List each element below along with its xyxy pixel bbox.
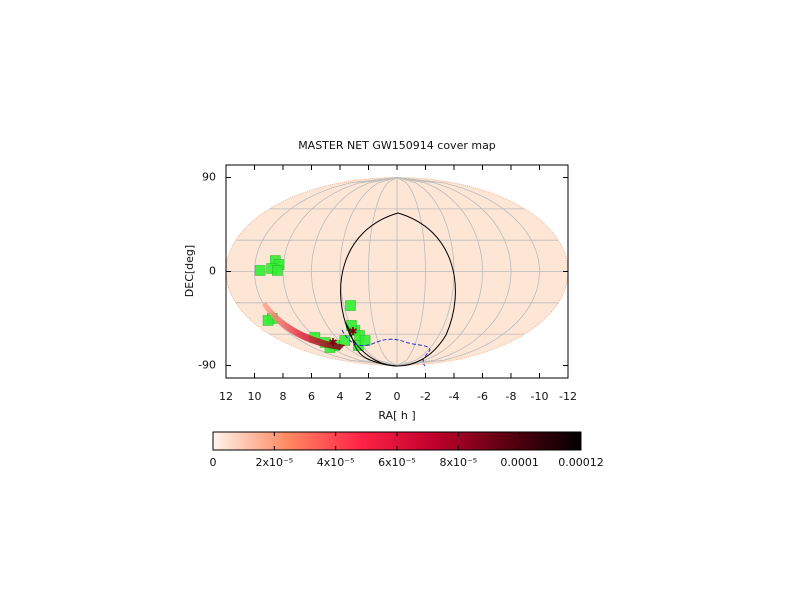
colorbar-tick-label: 0: [210, 456, 217, 469]
black-curve: [344, 321, 399, 367]
grid-meridian: [311, 177, 398, 366]
x-axis-label: RA[ h ]: [378, 409, 415, 422]
colorbar-tick-label: 0.00012: [558, 456, 604, 469]
covered-field: [272, 265, 283, 276]
grid-meridian: [396, 177, 455, 366]
grid-meridian: [396, 177, 483, 366]
x-tick-label: 4: [337, 390, 344, 403]
sky-map: [225, 177, 569, 366]
x-tick-label: 2: [365, 390, 372, 403]
colorbar-tick-label: 8x10⁻⁵: [439, 456, 477, 469]
colorbar-tick-label: 6x10⁻⁵: [378, 456, 416, 469]
colorbar-tick-label: 0.0001: [500, 456, 539, 469]
star-marker: ✱: [328, 336, 337, 349]
plot-frame: 12 10 8 6 4 2 0 -2 -4 -6 -8 -10 -12 90 0 -90: [198, 164, 577, 403]
y-tick-label: -90: [198, 358, 216, 371]
y-tick-label: 90: [202, 171, 216, 184]
x-tick-label: 8: [280, 390, 287, 403]
overlay: ✱ ✱: [262, 212, 456, 367]
covered-field: [262, 315, 274, 326]
colorbar-tick-label: 2x10⁻⁵: [255, 456, 293, 469]
probability-region: [262, 302, 345, 350]
x-tick-label: -10: [531, 390, 549, 403]
x-tick-label: 0: [394, 390, 401, 403]
blue-curve: [341, 329, 431, 367]
star-marker: ✱: [348, 325, 357, 338]
y-axis-label: DEC[deg]: [183, 245, 196, 297]
grid-meridian: [254, 177, 398, 366]
colorbar-tick-label: 4x10⁻⁵: [317, 456, 355, 469]
covered-field: [254, 265, 266, 276]
grid-meridian: [396, 177, 426, 366]
grid-meridian: [368, 177, 398, 366]
grid-meridian: [396, 177, 540, 366]
x-tick-label: -6: [477, 390, 488, 403]
x-tick-label: 10: [248, 390, 262, 403]
grid-meridian: [396, 177, 512, 366]
y-tick-label: 0: [209, 265, 216, 278]
x-tick-label: -4: [449, 390, 460, 403]
x-tick-label: 6: [308, 390, 315, 403]
covered-field: [359, 335, 371, 346]
x-tick-label: -2: [420, 390, 431, 403]
covered-field: [345, 300, 356, 311]
chart-title: MASTER NET GW150914 cover map: [298, 139, 496, 152]
x-tick-label: -8: [506, 390, 517, 403]
x-tick-label: -12: [559, 390, 577, 403]
x-tick-label: 12: [219, 390, 233, 403]
